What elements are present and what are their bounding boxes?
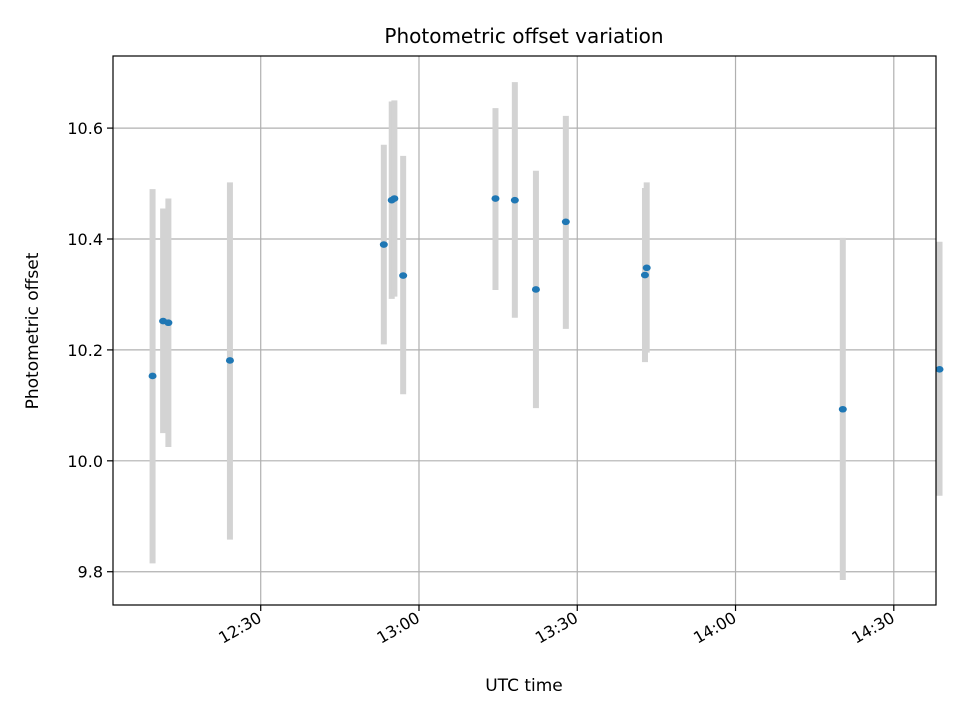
- data-point: [640, 271, 649, 279]
- x-axis-label: UTC time: [485, 676, 563, 696]
- data-point: [390, 195, 399, 202]
- x-tick-label: 13:30: [532, 608, 581, 648]
- data-point: [491, 195, 500, 202]
- data-points: [148, 195, 944, 413]
- data-point: [399, 272, 408, 279]
- y-tick-label: 10.2: [67, 341, 103, 360]
- data-point: [510, 196, 519, 204]
- y-tick-label: 10.6: [67, 119, 103, 138]
- y-axis-label: Photometric offset: [23, 252, 43, 409]
- grid: [113, 56, 936, 605]
- data-point: [148, 372, 157, 380]
- data-point: [164, 319, 173, 327]
- y-tick-label: 9.8: [78, 563, 103, 582]
- data-point: [935, 366, 944, 373]
- data-point: [531, 286, 540, 293]
- data-point: [642, 264, 651, 272]
- x-axis: 12:30 13:00 13:30 14:00 14:30: [215, 605, 898, 648]
- y-tick-label: 10.0: [67, 452, 103, 471]
- x-tick-label: 12:30: [215, 608, 264, 648]
- error-bars: [149, 82, 943, 581]
- data-point: [838, 405, 847, 413]
- y-axis: 9.8 10.0 10.2 10.4 10.6: [67, 119, 113, 582]
- plot-frame: [112, 55, 937, 606]
- data-point: [225, 357, 234, 364]
- y-tick-label: 10.4: [67, 230, 103, 249]
- x-tick-label: 14:30: [848, 608, 897, 648]
- x-tick-label: 14:00: [690, 608, 739, 648]
- chart-title: Photometric offset variation: [384, 24, 663, 48]
- data-point: [379, 241, 388, 248]
- x-tick-label: 13:00: [374, 608, 423, 648]
- data-point: [561, 218, 570, 226]
